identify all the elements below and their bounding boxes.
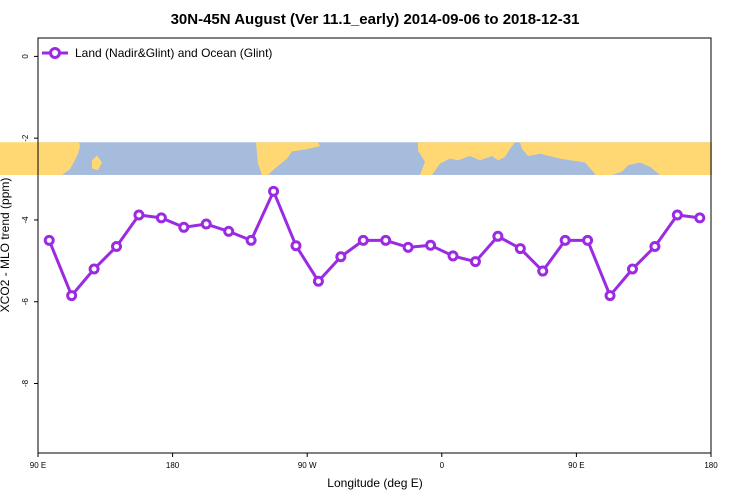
x-tick-label-5: 180 [704, 461, 718, 470]
x-axis: 90 E 180 90 W 0 90 E 180 [30, 453, 718, 470]
data-point-2 [88, 263, 100, 275]
data-point-28 [671, 209, 683, 221]
y-tick-label-2: -4 [21, 216, 30, 224]
data-point-7 [200, 218, 212, 230]
legend-entry-label: Land (Nadir&Glint) and Ocean (Glint) [75, 46, 272, 60]
data-point-17 [425, 239, 437, 251]
data-point-8 [223, 225, 235, 237]
data-point-0 [43, 234, 55, 246]
land-shape-3 [418, 142, 515, 175]
data-point-22 [537, 265, 549, 277]
data-point-21 [514, 243, 526, 255]
data-point-23 [559, 234, 571, 246]
x-tick-label-1: 180 [166, 461, 180, 470]
data-point-16 [402, 241, 414, 253]
x-tick-label-4: 90 E [568, 461, 584, 470]
data-point-4 [133, 209, 145, 221]
data-point-6 [178, 221, 190, 233]
y-tick-label-3: -6 [21, 298, 30, 306]
legend-marker-swatch [49, 47, 61, 59]
data-point-10 [268, 185, 280, 197]
land-shape-5 [640, 153, 655, 163]
data-point-19 [469, 256, 481, 268]
land-shape-4 [520, 142, 712, 175]
data-point-12 [312, 275, 324, 287]
data-point-26 [626, 263, 638, 275]
x-tick-label-0: 90 E [30, 461, 46, 470]
x-tick-label-3: 0 [440, 461, 445, 470]
chart-title: 30N-45N August (Ver 11.1_early) 2014-09-… [171, 11, 580, 28]
land-shape-0 [0, 142, 80, 175]
data-point-18 [447, 250, 459, 262]
data-point-5 [155, 212, 167, 224]
land-shapes [0, 142, 712, 175]
data-point-14 [357, 234, 369, 246]
data-point-3 [111, 241, 123, 253]
y-tick-label-4: -8 [21, 379, 30, 387]
land-shape-1 [92, 155, 102, 171]
data-point-9 [245, 234, 257, 246]
land-ocean-band [0, 142, 712, 175]
y-tick-label-0: 0 [21, 54, 30, 59]
data-point-15 [380, 234, 392, 246]
plot-frame [37, 37, 712, 454]
data-point-20 [492, 230, 504, 242]
y-axis-label: XCO2 - MLO trend (ppm) [0, 178, 12, 313]
data-point-1 [66, 290, 78, 302]
legend: Land (Nadir&Glint) and Ocean (Glint) [42, 46, 272, 60]
y-tick-label-1: -2 [21, 134, 30, 142]
data-point-24 [582, 234, 594, 246]
land-shape-2 [256, 142, 320, 175]
series-points [43, 185, 706, 302]
data-point-27 [649, 241, 661, 253]
x-tick-label-2: 90 W [298, 461, 317, 470]
data-point-13 [335, 251, 347, 263]
data-point-11 [290, 240, 302, 252]
series-line [47, 189, 700, 298]
y-axis: 0 -2 -4 -6 -8 [21, 54, 38, 387]
data-point-29 [694, 212, 706, 224]
x-axis-label: Longitude (deg E) [327, 476, 422, 490]
data-point-25 [604, 290, 616, 302]
